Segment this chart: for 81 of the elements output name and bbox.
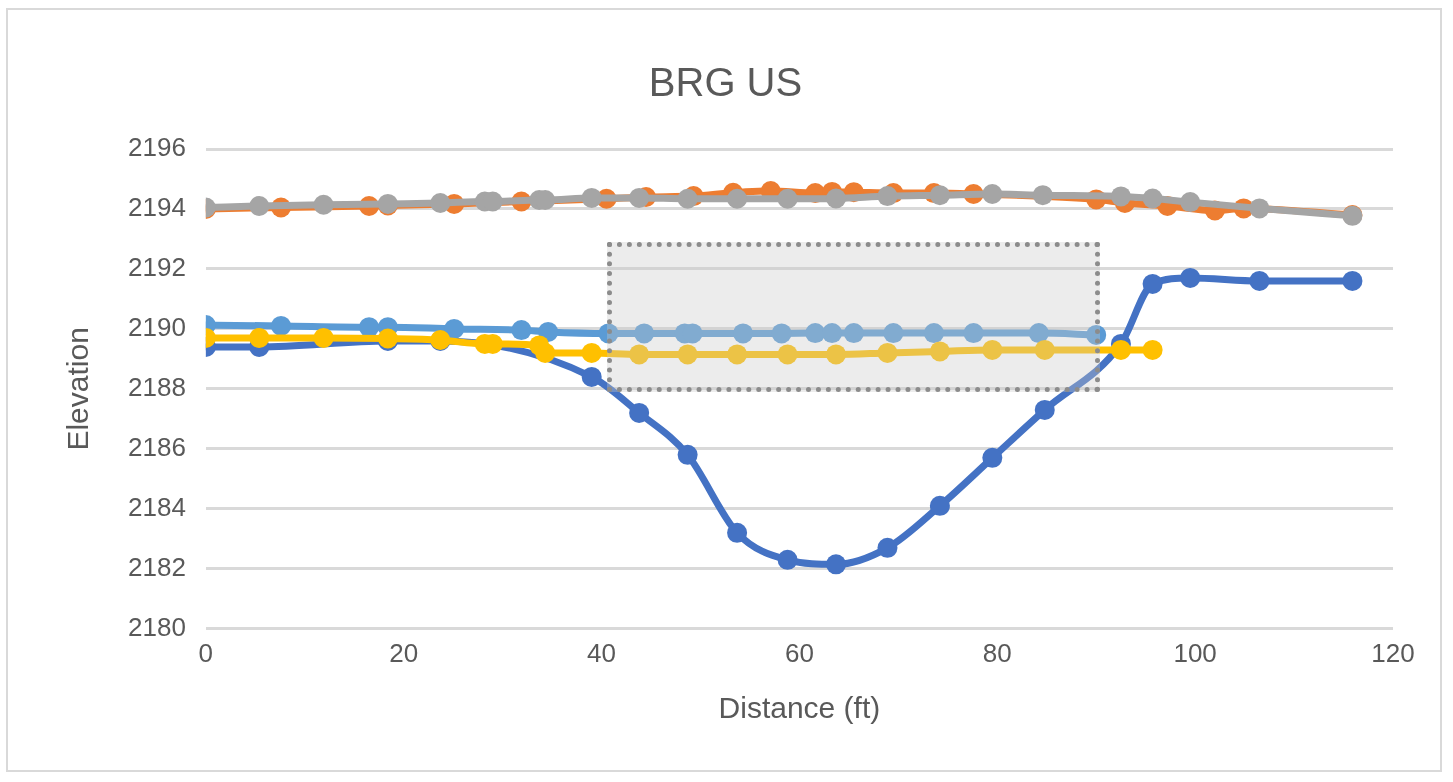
point [1249,270,1270,291]
point [249,195,270,216]
point [1032,185,1053,206]
point [1028,323,1049,344]
point [1110,339,1131,360]
point [727,344,748,365]
point [249,327,270,348]
point [1180,192,1201,213]
point [982,183,1003,204]
point [535,342,556,363]
point [777,344,798,365]
point [1142,188,1163,209]
point [598,323,619,344]
point [1086,324,1107,345]
y-axis-title: Elevation [61,327,95,451]
point [1034,399,1055,420]
point [727,188,748,209]
point [677,188,698,209]
y-tick-label: 2188 [128,372,186,403]
point [877,537,898,558]
point [629,344,650,365]
point [733,323,754,344]
point [929,341,950,362]
point [929,495,950,516]
point [877,186,898,207]
point [1034,339,1055,360]
y-tick-label: 2184 [128,492,186,523]
point [982,447,1003,468]
point [629,402,650,423]
y-tick-label: 2196 [128,132,186,163]
x-tick-label: 80 [982,637,1012,668]
point [581,342,602,363]
y-tick-label: 2192 [128,252,186,283]
x-tick-label: 120 [1371,637,1415,668]
point [822,323,843,344]
point [430,192,451,213]
point [877,342,898,363]
point [883,323,904,344]
x-tick-label: 60 [784,637,814,668]
chart-title: BRG US [648,60,803,105]
x-tick-label: 20 [389,637,419,668]
point [1142,339,1163,360]
point [581,187,602,208]
point [1249,198,1270,219]
y-tick-label: 2182 [128,552,186,582]
y-tick-label: 2180 [128,611,186,642]
y-tick-label: 2190 [128,312,186,343]
point [313,327,334,348]
point [313,194,334,215]
point [629,187,650,208]
point [677,344,698,365]
point [727,522,748,543]
point [359,317,380,338]
y-tick-label: 2194 [128,192,186,223]
point [826,554,847,575]
point [634,323,655,344]
point [677,444,698,465]
point [929,185,950,206]
y-tick-label: 2186 [128,432,186,463]
x-tick-label: 0 [198,637,214,668]
point [271,315,292,336]
point [923,323,944,344]
point [777,188,798,209]
point [777,549,798,570]
point [805,323,826,344]
point [771,323,792,344]
point [963,323,984,344]
x-tick-label: 100 [1173,637,1217,668]
point [1180,267,1201,288]
point [1142,273,1163,294]
x-tick-label: 40 [587,637,617,668]
point [1342,270,1363,291]
point [982,339,1003,360]
point [511,320,532,341]
x-axis-title: Distance (ft) [718,691,881,725]
point [1110,186,1131,207]
point [826,344,847,365]
point [843,323,864,344]
point [826,188,847,209]
point [444,318,465,339]
point [581,366,602,387]
